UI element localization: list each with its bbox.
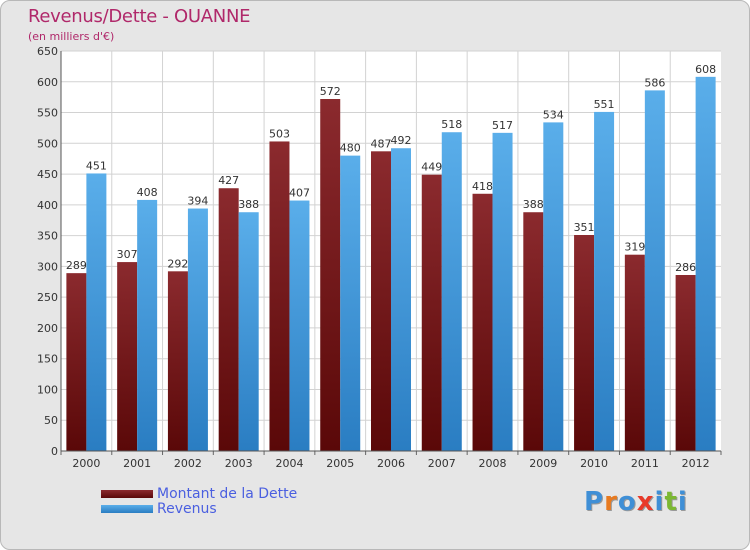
legend-swatch-revenus: [101, 505, 153, 513]
bar-dette-2011: [624, 254, 645, 451]
x-tick-label-2008: 2008: [479, 457, 507, 470]
y-tick-label-0: 0: [51, 445, 58, 458]
data-label-revenus-2000: 451: [86, 159, 107, 172]
x-tick-label-2012: 2012: [682, 457, 710, 470]
logo-letter-5: t: [664, 487, 678, 517]
data-label-revenus-2007: 518: [441, 118, 462, 131]
data-label-revenus-2002: 394: [187, 195, 208, 208]
bar-dette-2001: [117, 262, 138, 451]
bar-dette-2002: [167, 271, 188, 451]
logo-letter-1: r: [604, 487, 618, 517]
data-label-dette-2001: 307: [117, 248, 138, 261]
x-tick-label-2001: 2001: [123, 457, 151, 470]
chart-subtitle: (en milliers d'€): [28, 30, 115, 43]
data-label-revenus-2003: 388: [238, 198, 259, 211]
bar-revenus-2011: [644, 90, 665, 451]
data-label-dette-2005: 572: [320, 85, 341, 98]
y-tick-label-350: 350: [37, 230, 58, 243]
x-tick-label-2011: 2011: [631, 457, 659, 470]
bar-revenus-2000: [86, 173, 107, 451]
x-tick-label-2004: 2004: [275, 457, 303, 470]
logo-letter-6: i: [677, 487, 688, 517]
y-tick-label-650: 650: [37, 45, 58, 58]
y-tick-label-500: 500: [37, 137, 58, 150]
bar-revenus-2004: [289, 200, 310, 451]
data-label-revenus-2005: 480: [340, 142, 361, 155]
logo-letter-3: x: [636, 487, 655, 517]
y-tick-label-250: 250: [37, 291, 58, 304]
data-label-dette-2008: 418: [472, 180, 493, 193]
bar-dette-2012: [675, 275, 696, 451]
data-label-revenus-2001: 408: [137, 186, 158, 199]
data-label-dette-2009: 388: [523, 198, 544, 211]
data-label-dette-2004: 503: [269, 127, 290, 140]
y-tick-label-550: 550: [37, 107, 58, 120]
bar-dette-2006: [371, 151, 391, 452]
bar-dette-2003: [218, 188, 239, 451]
data-label-revenus-2006: 492: [391, 134, 412, 147]
bar-revenus-2006: [391, 148, 411, 451]
bar-revenus-2008: [492, 132, 513, 451]
chart-title: Revenus/Dette - OUANNE: [28, 6, 251, 27]
x-tick-label-2010: 2010: [580, 457, 608, 470]
x-tick-label-2006: 2006: [377, 457, 405, 470]
x-tick-label-2003: 2003: [225, 457, 253, 470]
y-tick-label-450: 450: [37, 168, 58, 181]
y-tick-label-150: 150: [37, 353, 58, 366]
data-label-revenus-2009: 534: [543, 108, 564, 121]
data-label-dette-2007: 449: [421, 161, 442, 174]
data-label-dette-2006: 487: [371, 137, 392, 150]
data-label-revenus-2004: 407: [289, 187, 310, 200]
x-tick-label-2000: 2000: [72, 457, 100, 470]
bar-revenus-2003: [238, 212, 259, 451]
x-tick-label-2007: 2007: [428, 457, 456, 470]
legend-swatch-dette: [101, 490, 153, 498]
legend-label-dette: Montant de la Dette: [157, 486, 298, 502]
y-tick-label-100: 100: [37, 383, 58, 396]
x-tick-label-2005: 2005: [326, 457, 354, 470]
legend-label-revenus: Revenus: [157, 501, 217, 517]
bar-revenus-2009: [543, 122, 564, 451]
logo-letter-2: o: [617, 487, 637, 517]
y-tick-label-600: 600: [37, 76, 58, 89]
y-tick-label-400: 400: [37, 199, 58, 212]
y-tick-label-300: 300: [37, 260, 58, 273]
data-label-dette-2011: 319: [624, 241, 645, 254]
bar-revenus-2001: [137, 199, 158, 451]
bar-dette-2007: [421, 174, 442, 451]
data-label-revenus-2010: 551: [594, 98, 615, 111]
proxiti-logo: Proxiti: [584, 487, 688, 517]
logo-letter-4: i: [654, 487, 665, 517]
bar-dette-2010: [574, 235, 595, 451]
bar-revenus-2005: [340, 155, 361, 451]
data-label-dette-2003: 427: [218, 174, 239, 187]
data-label-dette-2002: 292: [167, 257, 188, 270]
x-tick-label-2002: 2002: [174, 457, 202, 470]
bar-dette-2005: [320, 99, 341, 451]
bar-dette-2009: [523, 212, 544, 451]
bar-dette-2008: [472, 193, 493, 451]
bar-revenus-2002: [187, 208, 208, 451]
data-label-revenus-2011: 586: [644, 76, 665, 89]
axes: 0 50 100 150 200 250 300 350 400 450 500 550 600 650 2…: [37, 45, 722, 470]
bar-dette-2004: [269, 141, 290, 451]
data-label-dette-2010: 351: [574, 221, 595, 234]
data-label-revenus-2012: 608: [695, 63, 716, 76]
x-tick-label-2009: 2009: [529, 457, 557, 470]
data-label-dette-2000: 289: [66, 259, 87, 272]
data-label-dette-2012: 286: [675, 261, 696, 274]
bars: [66, 76, 716, 452]
logo-letter-0: P: [584, 487, 605, 517]
bar-revenus-2012: [695, 76, 716, 451]
bar-revenus-2010: [594, 111, 615, 451]
y-tick-label-200: 200: [37, 322, 58, 335]
data-label-revenus-2008: 517: [492, 119, 513, 132]
bar-revenus-2007: [441, 132, 462, 451]
bar-dette-2000: [66, 273, 87, 451]
y-tick-label-50: 50: [44, 414, 58, 427]
